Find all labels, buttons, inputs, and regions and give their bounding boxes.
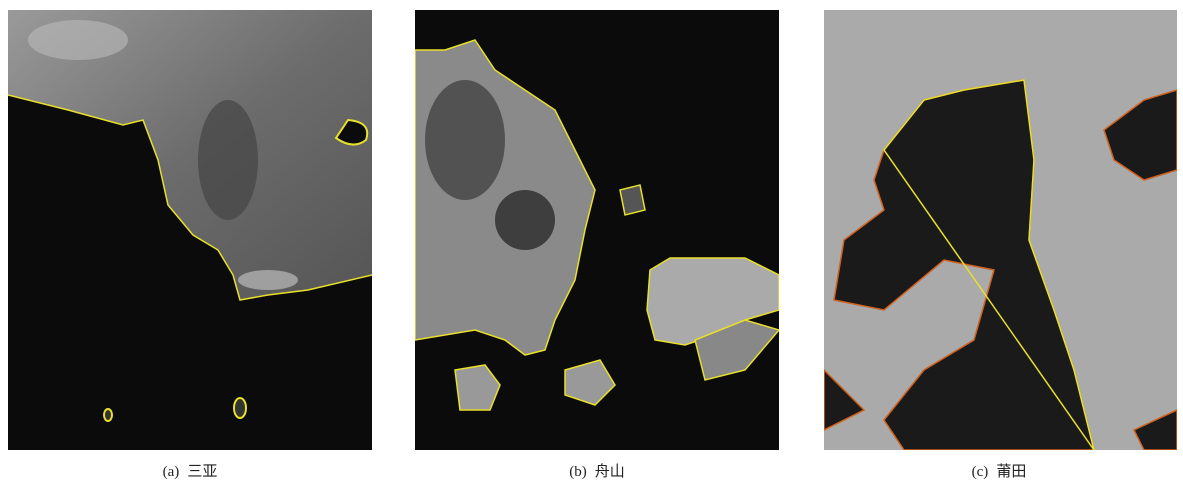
caption-label: (c) — [972, 464, 989, 480]
image-sanya — [8, 10, 372, 450]
caption-name: 莆田 — [996, 464, 1026, 480]
caption-label: (b) — [569, 464, 587, 480]
image-putian — [824, 10, 1177, 450]
caption: (a) 三亚 — [8, 460, 372, 481]
caption-name: 三亚 — [187, 464, 217, 480]
caption-name: 舟山 — [595, 464, 625, 480]
image-zhoushan — [415, 10, 779, 450]
caption: (b) 舟山 — [415, 460, 779, 481]
caption-label: (a) — [163, 464, 180, 480]
caption: (c) 莆田 — [817, 460, 1181, 481]
figure: (a)三亚 (b)舟山 (c)莆田 (() => { const data = … — [0, 0, 1183, 484]
